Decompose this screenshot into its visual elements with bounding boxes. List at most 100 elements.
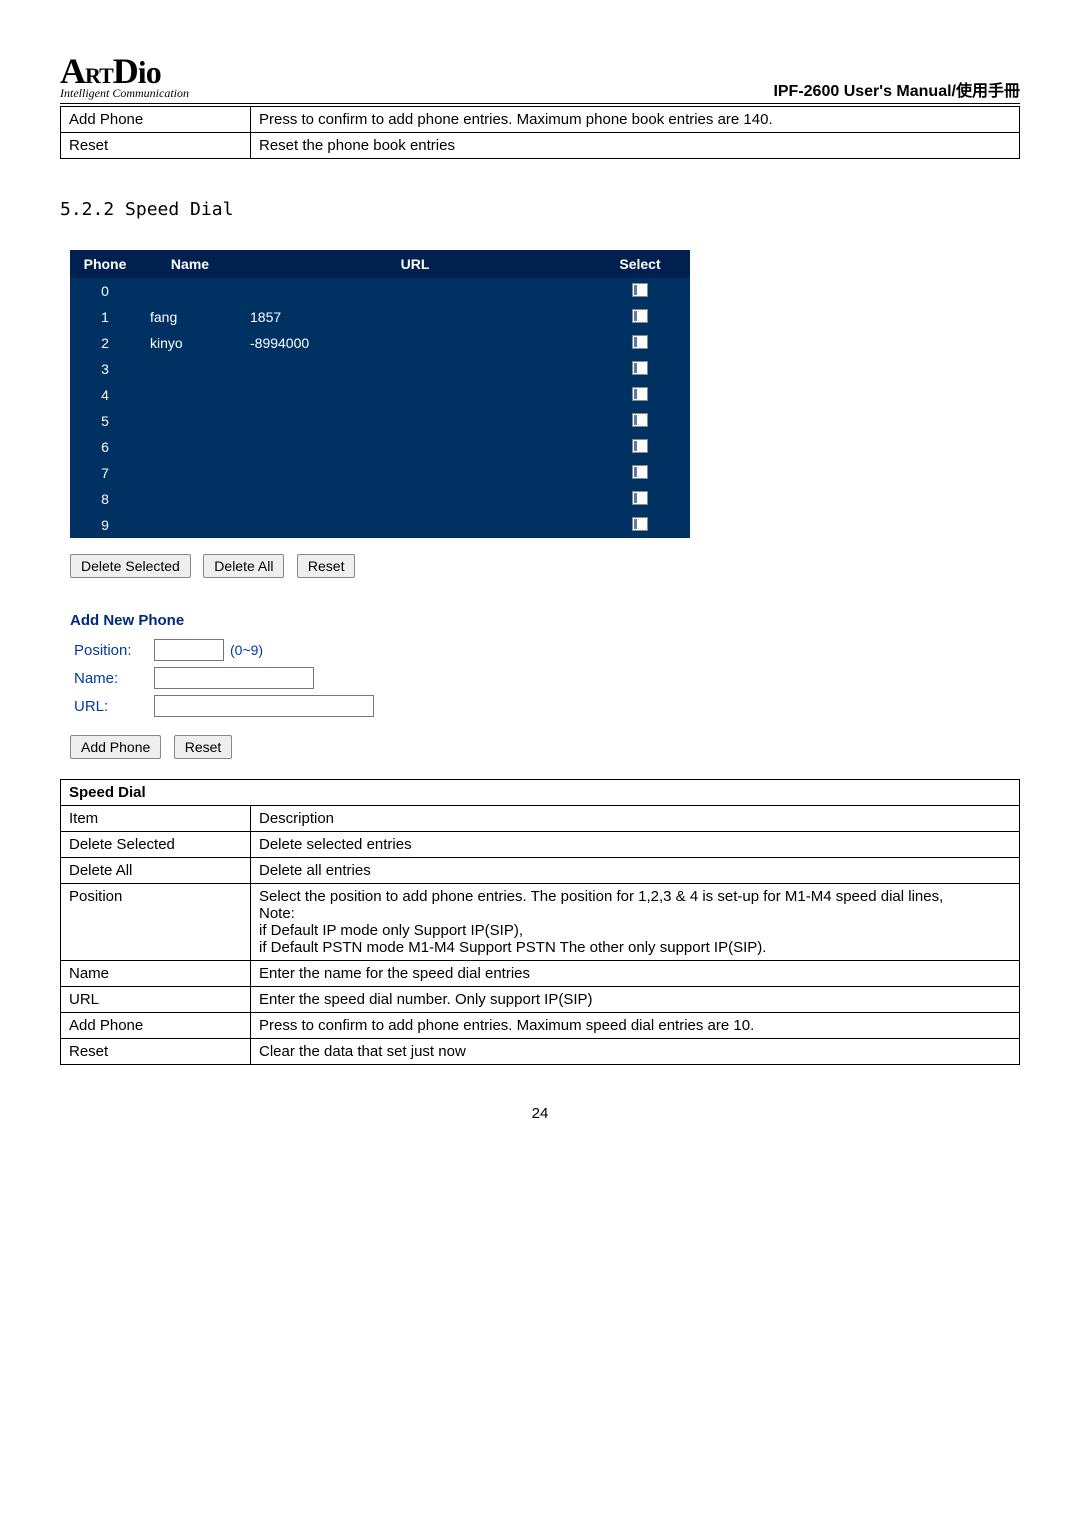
checkbox-icon[interactable] [632, 309, 648, 323]
desc-text: Select the position to add phone entries… [251, 884, 1020, 961]
cell-select [590, 382, 690, 408]
cell-select [590, 330, 690, 356]
logo-subtitle: Intelligent Communication [60, 86, 189, 101]
checkbox-icon[interactable] [632, 335, 648, 349]
page-number: 24 [60, 1105, 1020, 1122]
cell-label: Reset [61, 133, 251, 159]
col-name: Name [140, 250, 240, 278]
table-row: PositionSelect the position to add phone… [61, 884, 1020, 961]
checkbox-icon[interactable] [632, 283, 648, 297]
cell-select [590, 434, 690, 460]
desc-item: Reset [61, 1039, 251, 1065]
table-row: Delete SelectedDelete selected entries [61, 832, 1020, 858]
position-hint: (0~9) [230, 642, 263, 658]
cell-name [140, 486, 240, 512]
checkbox-icon[interactable] [632, 439, 648, 453]
reset-form-button[interactable]: Reset [174, 735, 233, 759]
position-row: Position: (0~9) [74, 639, 1020, 661]
table-row: URLEnter the speed dial number. Only sup… [61, 987, 1020, 1013]
cell-url: 1857 [240, 304, 590, 330]
name-input[interactable] [154, 667, 314, 689]
desc-text: Enter the name for the speed dial entrie… [251, 961, 1020, 987]
cell-select [590, 278, 690, 304]
table-row: 7 [70, 460, 690, 486]
cell-url [240, 408, 590, 434]
section-number: 5.2.2 [60, 199, 114, 220]
table-row: 3 [70, 356, 690, 382]
checkbox-icon[interactable] [632, 491, 648, 505]
cell-select [590, 512, 690, 538]
cell-phone: 7 [70, 460, 140, 486]
description-table: Speed Dial Item Description Delete Selec… [60, 779, 1020, 1065]
desc-item: Delete Selected [61, 832, 251, 858]
checkbox-icon[interactable] [632, 465, 648, 479]
cell-url: -8994000 [240, 330, 590, 356]
desc-item: Position [61, 884, 251, 961]
url-label: URL: [74, 698, 154, 715]
cell-name [140, 434, 240, 460]
page-header: ArtDio Intelligent Communication IPF-260… [60, 50, 1020, 104]
table-row: 8 [70, 486, 690, 512]
col-url: URL [240, 250, 590, 278]
cell-name [140, 356, 240, 382]
cell-name [140, 382, 240, 408]
section-heading: 5.2.2 Speed Dial [60, 199, 1020, 220]
cell-desc: Press to confirm to add phone entries. M… [251, 107, 1020, 133]
cell-name: fang [140, 304, 240, 330]
cell-label: Add Phone [61, 107, 251, 133]
cell-url [240, 356, 590, 382]
desc-text: Press to confirm to add phone entries. M… [251, 1013, 1020, 1039]
table-row: 0 [70, 278, 690, 304]
table-row: 1fang1857 [70, 304, 690, 330]
position-label: Position: [74, 642, 154, 659]
cell-url [240, 434, 590, 460]
reset-list-button[interactable]: Reset [297, 554, 356, 578]
table-row: Add PhonePress to confirm to add phone e… [61, 1013, 1020, 1039]
cell-phone: 4 [70, 382, 140, 408]
url-input[interactable] [154, 695, 374, 717]
add-form-buttons: Add Phone Reset [70, 735, 1020, 759]
add-phone-heading: Add New Phone [70, 612, 1020, 629]
checkbox-icon[interactable] [632, 413, 648, 427]
table-row: 9 [70, 512, 690, 538]
cell-name [140, 512, 240, 538]
cell-select [590, 408, 690, 434]
cell-name [140, 460, 240, 486]
top-info-table: Add Phone Press to confirm to add phone … [60, 106, 1020, 159]
desc-header-desc: Description [251, 806, 1020, 832]
cell-url [240, 460, 590, 486]
cell-url [240, 512, 590, 538]
cell-select [590, 304, 690, 330]
add-phone-button[interactable]: Add Phone [70, 735, 161, 759]
desc-table-title: Speed Dial [61, 780, 1020, 806]
checkbox-icon[interactable] [632, 387, 648, 401]
table-row: Reset Reset the phone book entries [61, 133, 1020, 159]
desc-item: URL [61, 987, 251, 1013]
desc-text: Delete all entries [251, 858, 1020, 884]
desc-text: Clear the data that set just now [251, 1039, 1020, 1065]
delete-all-button[interactable]: Delete All [203, 554, 284, 578]
position-input[interactable] [154, 639, 224, 661]
cell-select [590, 356, 690, 382]
desc-text: Delete selected entries [251, 832, 1020, 858]
table-row: Delete AllDelete all entries [61, 858, 1020, 884]
desc-item: Delete All [61, 858, 251, 884]
cell-url [240, 486, 590, 512]
table-row: 2kinyo-8994000 [70, 330, 690, 356]
name-label: Name: [74, 670, 154, 687]
table-row: 6 [70, 434, 690, 460]
checkbox-icon[interactable] [632, 517, 648, 531]
url-row: URL: [74, 695, 1020, 717]
cell-url [240, 278, 590, 304]
cell-phone: 3 [70, 356, 140, 382]
desc-text: Enter the speed dial number. Only suppor… [251, 987, 1020, 1013]
cell-phone: 2 [70, 330, 140, 356]
table-row: 5 [70, 408, 690, 434]
delete-selected-button[interactable]: Delete Selected [70, 554, 191, 578]
checkbox-icon[interactable] [632, 361, 648, 375]
manual-title: IPF-2600 User's Manual/使用手冊 [773, 77, 1020, 101]
cell-phone: 6 [70, 434, 140, 460]
desc-item: Name [61, 961, 251, 987]
cell-name [140, 278, 240, 304]
cell-select [590, 486, 690, 512]
